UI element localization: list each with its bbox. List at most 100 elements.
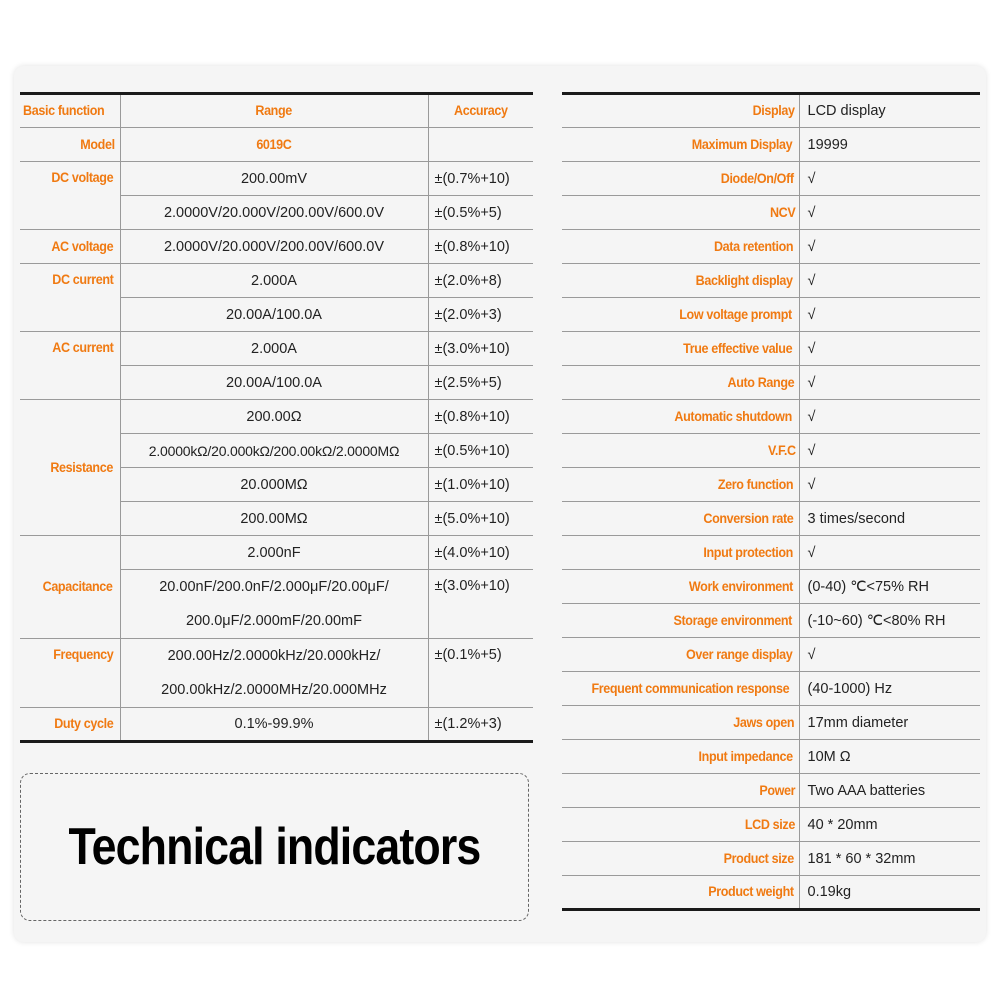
feature-label: Input impedance (698, 748, 794, 764)
feature-row: Diode/On/Off √ (562, 161, 980, 196)
feature-label-cell: Conversion rate (562, 501, 799, 536)
feature-label-cell: Frequent communication response (562, 671, 799, 706)
header-range: Range (255, 103, 293, 118)
feature-value: √ (798, 263, 980, 298)
feature-label: Conversion rate (703, 510, 794, 526)
accuracy-cell: ±(2.5%+5) (427, 365, 533, 400)
range-line: 200.00Hz/2.0000kHz/20.000kHz/ (167, 648, 381, 664)
range-line: 200.00kHz/2.0000MHz/20.000MHz (161, 682, 387, 698)
feature-row: Frequent communication response (40-1000)… (562, 671, 980, 706)
accuracy-cell: ±(2.0%+8) (427, 263, 533, 298)
feature-row: Product weight 0.19kg (562, 875, 980, 910)
feature-value: 17mm diameter (798, 705, 980, 740)
feature-value: (40-1000) Hz (798, 671, 980, 706)
range-cell: 0.1%-99.9% (119, 707, 428, 742)
feature-label: Frequent communication response (591, 680, 790, 696)
feature-label-cell: Jaws open (562, 705, 799, 740)
table-row: 20.000MΩ ±(1.0%+10) (20, 467, 533, 502)
feature-row: Input impedance 10M Ω (562, 739, 980, 774)
feature-label-cell: Product size (562, 841, 799, 876)
duty-cycle-label: Duty cycle (54, 716, 114, 731)
feature-row: Low voltage prompt √ (562, 297, 980, 332)
feature-row: Backlight display √ (562, 263, 980, 298)
feature-value: 3 times/second (798, 501, 980, 536)
feature-label: V.F.C (767, 442, 796, 458)
feature-value: √ (798, 637, 980, 672)
feature-value: √ (798, 467, 980, 502)
feature-label: Product weight (707, 884, 794, 899)
feature-row: Product size 181 * 60 * 32mm (562, 841, 980, 876)
range-cell: 200.00mV (119, 161, 428, 196)
feature-label-cell: NCV (562, 195, 799, 230)
table-row: AC current 2.000A ±(3.0%+10) (20, 331, 533, 400)
feature-label-cell: Low voltage prompt (562, 297, 799, 332)
feature-row: Over range display √ (562, 637, 980, 672)
feature-row: NCV √ (562, 195, 980, 230)
feature-value: √ (798, 365, 980, 400)
ac-current-label: AC current (52, 340, 114, 355)
feature-row: Jaws open 17mm diameter (562, 705, 980, 740)
feature-label-cell: Product weight (562, 875, 799, 910)
feature-row: Conversion rate 3 times/second (562, 501, 980, 536)
feature-label-cell: Storage environment (562, 603, 799, 638)
accuracy-cell: ±(0.8%+10) (427, 229, 533, 264)
feature-label-cell: True effective value (562, 331, 799, 366)
feature-label-cell: LCD size (562, 807, 799, 842)
feature-value: 19999 (798, 127, 980, 162)
feature-row: True effective value √ (562, 331, 980, 366)
feature-value: √ (798, 331, 980, 366)
feature-label: LCD size (744, 816, 795, 832)
feature-value: √ (798, 433, 980, 468)
feature-value: 10M Ω (798, 739, 980, 774)
accuracy-cell: ±(1.2%+3) (427, 707, 533, 742)
feature-label-cell: V.F.C (562, 433, 799, 468)
range-cell: 2.000A (119, 263, 428, 298)
accuracy-cell: ±(0.5%+5) (427, 195, 533, 230)
feature-value: √ (798, 535, 980, 570)
table-row: 200.00MΩ ±(5.0%+10) (20, 501, 533, 536)
accuracy-cell: ±(2.0%+3) (427, 297, 533, 332)
table-row: 20.00nF/200.0nF/2.000μF/20.00μF/ 200.0μF… (20, 569, 533, 639)
table-row: 20.00A/100.0A ±(2.5%+5) (20, 365, 533, 400)
feature-label: Low voltage prompt (679, 306, 793, 322)
range-cell: 2.0000V/20.000V/200.00V/600.0V (119, 195, 428, 230)
table-row: 20.00A/100.0A ±(2.0%+3) (20, 297, 533, 332)
feature-value: √ (798, 297, 980, 332)
feature-label-cell: Auto Range (562, 365, 799, 400)
range-line: 200.0μF/2.000mF/20.00mF (186, 613, 362, 629)
spec-header-row: Basic function Range Accuracy (20, 93, 533, 128)
feature-value: 0.19kg (798, 875, 980, 910)
range-cell: 200.00Ω (119, 399, 428, 434)
feature-label-cell: Data retention (562, 229, 799, 264)
accuracy-cell: ±(5.0%+10) (427, 501, 533, 536)
feature-row: Zero function √ (562, 467, 980, 502)
range-cell: 2.000nF (119, 535, 428, 570)
range-cell: 2.0000kΩ/20.000kΩ/200.00kΩ/2.0000MΩ (119, 433, 428, 468)
title-box: Technical indicators (20, 773, 529, 921)
ac-voltage-label: AC voltage (51, 238, 114, 254)
table-row: Capacitance 2.000nF ±(4.0%+10) (20, 535, 533, 639)
model-row: Model 6019C (20, 127, 533, 162)
table-row: DC current 2.000A ±(2.0%+8) (20, 263, 533, 332)
feature-label-cell: Power (562, 773, 799, 808)
range-cell: 20.000MΩ (119, 467, 428, 502)
feature-row: Auto Range √ (562, 365, 980, 400)
feature-label: Zero function (718, 476, 794, 492)
feature-label: Power (759, 782, 796, 798)
feature-label: Backlight display (695, 272, 793, 288)
feature-label: Work environment (688, 578, 793, 594)
feature-row: Maximum Display 19999 (562, 127, 980, 162)
feature-label: Data retention (714, 238, 794, 254)
feature-label: Auto Range (727, 374, 794, 390)
table-row: AC voltage 2.0000V/20.000V/200.00V/600.0… (20, 229, 533, 264)
accuracy-cell: ±(0.7%+10) (427, 161, 533, 196)
dc-current-label: DC current (52, 272, 114, 287)
range-cell: 20.00A/100.0A (119, 297, 428, 332)
header-accuracy: Accuracy (453, 103, 508, 118)
feature-label-cell: Input impedance (562, 739, 799, 774)
feature-row: Storage environment (-10~60) ℃<80% RH (562, 603, 980, 638)
feature-value: 40 * 20mm (798, 807, 980, 842)
feature-value: (-10~60) ℃<80% RH (798, 603, 980, 638)
feature-label-cell: Backlight display (562, 263, 799, 298)
accuracy-cell: ±(3.0%+10) (427, 569, 533, 639)
